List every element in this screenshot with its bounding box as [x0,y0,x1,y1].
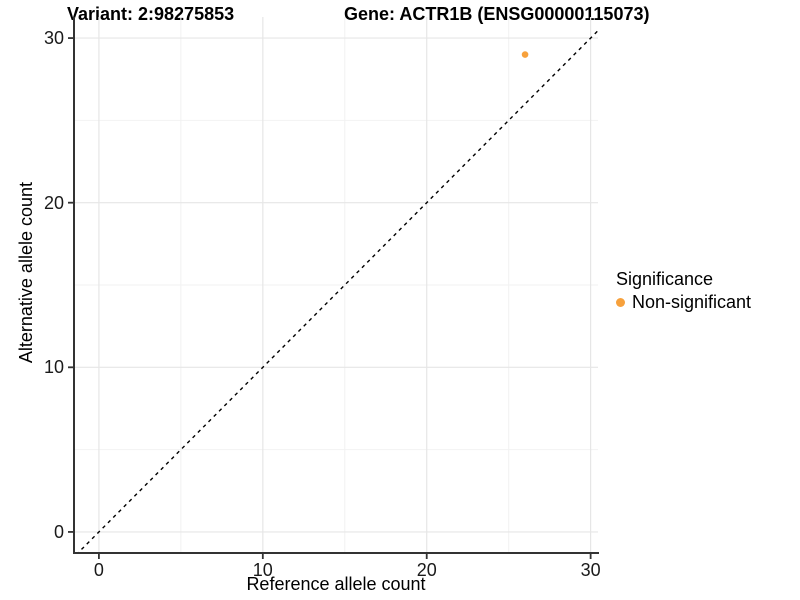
legend-item: Non-significant [616,292,751,313]
x-tick-label: 20 [416,560,437,580]
x-tick-label: 10 [252,560,273,580]
x-tick-label: 0 [93,560,104,580]
legend-item-label: Non-significant [632,292,752,312]
y-axis-title: Alternative allele count [16,182,36,364]
gene-title: Gene: ACTR1B (ENSG00000115073) [344,4,650,24]
legend-title: Significance [616,269,714,289]
variant-title: Variant: 2:98275853 [67,4,235,24]
x-axis-title: Reference allele count [246,574,426,594]
legend-point-icon [616,298,625,307]
data-point [521,51,529,58]
y-tick-label: 10 [43,357,64,378]
y-tick-label: 0 [53,521,64,542]
x-tick-label: 30 [580,560,601,580]
y-tick-label: 20 [43,192,64,213]
legend: Significance Non-significant [616,269,751,313]
y-tick-label: 30 [43,28,64,49]
